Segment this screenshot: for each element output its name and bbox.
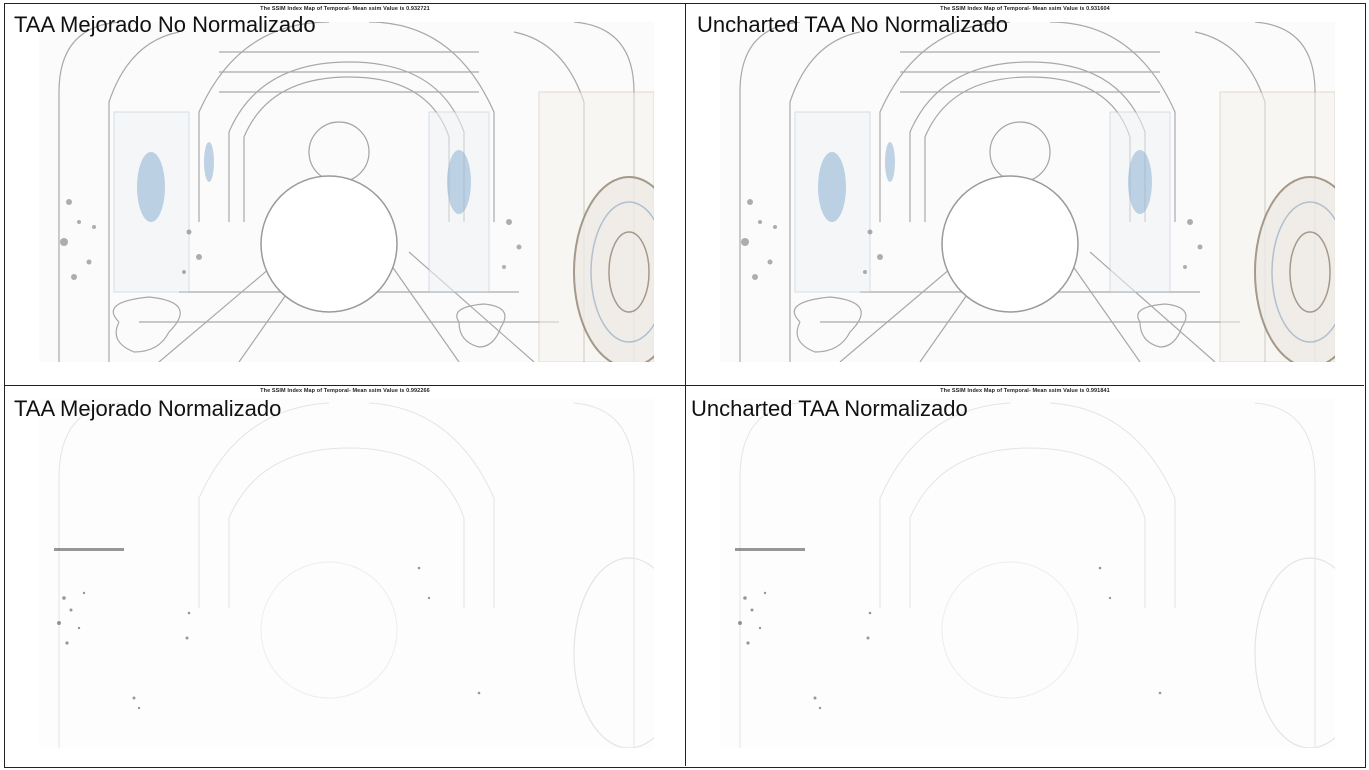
plot-title: The SSIM Index Map of Temporal- Mean ssi… <box>260 388 430 394</box>
comparison-grid: The SSIM Index Map of Temporal- Mean ssi… <box>4 3 1366 768</box>
panel-label: TAA Mejorado No Normalizado <box>14 12 316 37</box>
plot-title: The SSIM Index Map of Temporal- Mean ssi… <box>940 6 1110 12</box>
panel-taa-mejorado-normalizado: The SSIM Index Map of Temporal- Mean ssi… <box>5 386 686 766</box>
ssim-map-image <box>720 22 1335 362</box>
panel-label: Uncharted TAA No Normalizado <box>697 12 1008 37</box>
panel-label: TAA Mejorado Normalizado <box>14 396 282 421</box>
panel-taa-mejorado-no-normalizado: The SSIM Index Map of Temporal- Mean ssi… <box>5 4 686 386</box>
panel-uncharted-taa-normalizado: The SSIM Index Map of Temporal- Mean ssi… <box>686 386 1364 766</box>
ssim-map-image <box>39 398 654 748</box>
ssim-map-image <box>39 22 654 362</box>
panel-uncharted-taa-no-normalizado: The SSIM Index Map of Temporal- Mean ssi… <box>686 4 1364 386</box>
plot-title: The SSIM Index Map of Temporal- Mean ssi… <box>940 388 1110 394</box>
plot-title: The SSIM Index Map of Temporal- Mean ssi… <box>260 6 430 12</box>
panel-label: Uncharted TAA Normalizado <box>691 396 968 421</box>
ssim-map-image <box>720 398 1335 748</box>
